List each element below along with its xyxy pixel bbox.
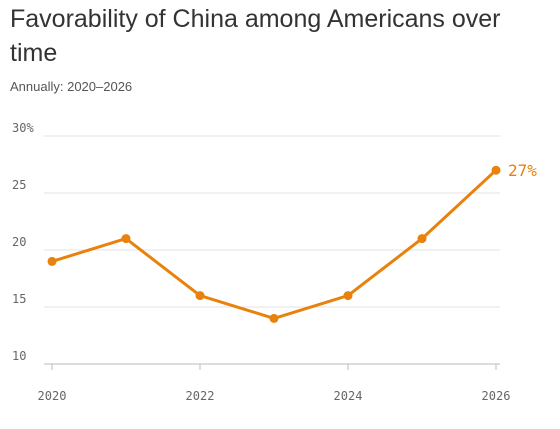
y-tick-label: 30%: [12, 121, 34, 135]
data-point: [121, 234, 131, 244]
x-axis-ticks: 2020 2022 2024 2026: [38, 364, 511, 403]
chart-subtitle: Annually: 2020–2026: [10, 79, 133, 94]
series-line: [50, 168, 498, 320]
x-tick-label: 2026: [482, 389, 511, 403]
gridlines: [44, 135, 500, 365]
data-point: [343, 291, 353, 301]
data-point: [195, 291, 205, 301]
y-tick-label: 15: [12, 292, 26, 306]
y-tick-label: 20: [12, 235, 26, 249]
x-tick-label: 2022: [186, 389, 215, 403]
data-point: [417, 234, 427, 244]
y-tick-label: 10: [12, 349, 26, 363]
y-tick-label: 25: [12, 178, 26, 192]
y-axis-ticks: 30% 25 20 15 10: [12, 121, 34, 363]
data-point: [269, 313, 279, 323]
series-layer: [47, 165, 501, 323]
x-tick-label: 2024: [334, 389, 363, 403]
data-point: [491, 165, 501, 175]
end-value-label: 27%: [508, 161, 537, 180]
annotation-layer: 27%: [508, 161, 537, 180]
x-tick-label: 2020: [38, 389, 67, 403]
data-point: [47, 256, 57, 266]
chart-title: Favorability of China among Americans ov…: [10, 5, 501, 67]
